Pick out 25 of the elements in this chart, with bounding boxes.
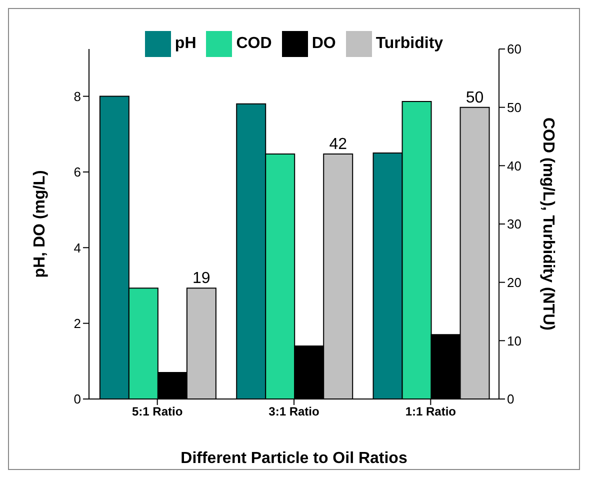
data-label: 50 (466, 89, 484, 106)
y-tick-label: 4 (74, 240, 81, 256)
data-label: 42 (329, 136, 348, 153)
y2-tick-label: 30 (507, 216, 522, 232)
x-tick-label: 1:1 Ratio (405, 404, 456, 419)
y2-tick-label: 40 (507, 158, 522, 174)
y2-axis-title: COD (mg/L), Turbidity (NTU) (539, 118, 556, 330)
legend-label: Turbidity (376, 35, 444, 52)
y-tick-label: 0 (74, 392, 81, 407)
data-label: 19 (192, 270, 210, 288)
legend-label: COD (236, 35, 272, 52)
y2-tick-label: 20 (507, 274, 522, 290)
y2-tick-label: 60 (507, 42, 522, 57)
y2-tick-label: 0 (507, 392, 514, 407)
x-tick-label: 3:1 Ratio (268, 404, 320, 419)
y-tick-label: 8 (74, 88, 81, 104)
y-tick-label: 2 (74, 316, 81, 331)
x-axis-title: Different Particle to Oil Ratios (180, 450, 408, 467)
y2-tick-label: 50 (507, 100, 522, 115)
y-axis-title: pH, DO (mg/L) (32, 170, 49, 278)
legend-label: pH (174, 35, 196, 52)
legend-label: DO (312, 35, 336, 52)
x-tick-label: 5:1 Ratio (132, 404, 183, 419)
y-tick-label: 6 (74, 164, 81, 180)
y2-tick-label: 10 (507, 333, 522, 348)
